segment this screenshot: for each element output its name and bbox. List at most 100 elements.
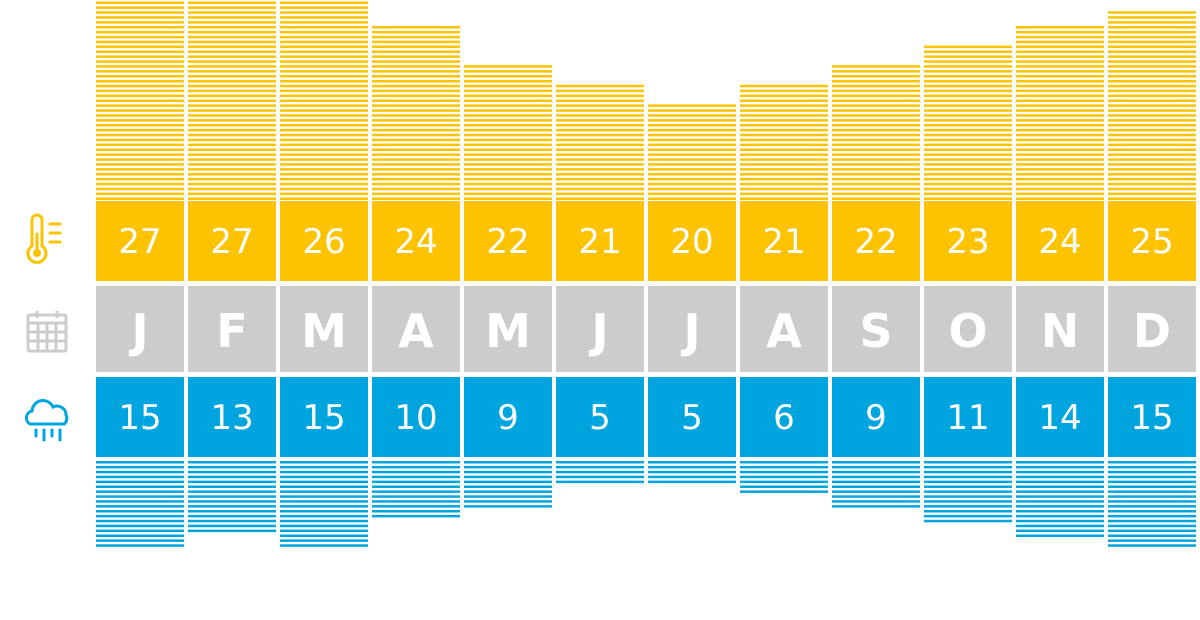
temperature-bar-stripe [188, 84, 276, 88]
temperature-bar-stripe [1108, 26, 1196, 29]
temperature-bar-stripe [1108, 182, 1196, 186]
rain-days-bar-stripe [96, 480, 184, 484]
temperature-bar-stripe [556, 177, 644, 181]
temperature-bar-stripe [924, 70, 1012, 73]
temperature-bar-stripe [96, 128, 184, 132]
temperature-bar-stripe [372, 192, 460, 196]
temperature-cell [96, 201, 184, 281]
rain-days-bar-stripe [96, 514, 184, 518]
temperature-value-label: 24 [1038, 222, 1081, 262]
rain-days-bar-stripe [1108, 529, 1196, 533]
rain-days-bar-stripe [924, 461, 1012, 464]
rain-days-bar-stripe [740, 485, 828, 488]
temperature-bar-stripe [96, 45, 184, 49]
temperature-bar-stripe [96, 21, 184, 24]
temperature-bar-stripe [280, 128, 368, 132]
temperature-bar-stripe [464, 158, 552, 161]
temperature-bar-stripe [1108, 143, 1196, 147]
rain-days-bar-stripe [924, 480, 1012, 484]
temperature-bar-stripe [280, 21, 368, 24]
temperature-bar-stripe [188, 26, 276, 29]
rain-days-bar-stripe [924, 514, 1012, 518]
rain-days-bar-stripe [648, 461, 736, 464]
temperature-bar-stripe [372, 114, 460, 117]
rain-days-bar-stripe [280, 539, 368, 542]
temperature-bar-stripe [556, 99, 644, 102]
temperature-bar-stripe [648, 153, 736, 156]
rain-days-bar-stripe [832, 495, 920, 498]
temperature-bar-stripe [372, 55, 460, 58]
temperature-bar-stripe [832, 187, 920, 191]
rain-days-bar-stripe [924, 519, 1012, 523]
rain-days-value-label: 10 [394, 398, 437, 438]
temperature-bar-stripe [1108, 70, 1196, 73]
rain-days-bar-stripe [96, 534, 184, 537]
temperature-bar-stripe [188, 138, 276, 142]
rain-days-bar-stripe [924, 475, 1012, 479]
temperature-value-label: 26 [302, 222, 345, 262]
rain-days-bar-stripe [1108, 495, 1196, 498]
temperature-bar-stripe [464, 153, 552, 156]
rain-days-bar-stripe [924, 510, 1012, 513]
temperature-bar-stripe [832, 153, 920, 156]
temperature-bar-stripe [188, 50, 276, 53]
temperature-bar-stripe [1108, 124, 1196, 127]
temperature-bar-stripe [96, 177, 184, 181]
temperature-bar-stripe [832, 197, 920, 200]
temperature-bar-stripe [280, 168, 368, 171]
rain-days-bar-stripe [280, 465, 368, 469]
rain-days-bar-stripe [1108, 514, 1196, 518]
temperature-bar-stripe [924, 119, 1012, 122]
temperature-bar-stripe [556, 138, 644, 142]
temperature-bar-stripe [96, 16, 184, 19]
temperature-bar-stripe [96, 133, 184, 137]
rain-days-bar-stripe [96, 505, 184, 508]
temperature-bar-stripe [372, 119, 460, 122]
temperature-bar-stripe [1016, 197, 1104, 200]
temperature-bar-stripe [96, 94, 184, 98]
rain-days-bar-stripe [372, 485, 460, 488]
rain-days-bar-stripe [464, 475, 552, 479]
temperature-bar-stripe [188, 89, 276, 93]
temperature-bar-stripe [372, 182, 460, 186]
temperature-cell [1108, 201, 1196, 281]
temperature-bar-stripe [96, 143, 184, 147]
temperature-bar-stripe [740, 143, 828, 147]
temperature-bar-stripe [924, 192, 1012, 196]
temperature-bar-stripe [188, 30, 276, 34]
rain-days-bar-stripe [832, 480, 920, 484]
rain-days-bar-stripe [1016, 470, 1104, 474]
rain-days-bar-stripe [648, 480, 736, 484]
temperature-value-label: 22 [486, 222, 529, 262]
month-label: A [766, 304, 802, 358]
rain-days-bar-stripe [832, 470, 920, 474]
rain-days-bar [1108, 461, 1196, 547]
temperature-bar-stripe [556, 153, 644, 156]
temperature-bar-stripe [96, 30, 184, 34]
temperature-bar-stripe [648, 114, 736, 117]
temperature-bar-stripe [188, 143, 276, 147]
temperature-bar-stripe [280, 158, 368, 161]
temperature-bar-stripe [464, 128, 552, 132]
temperature-bar-stripe [1108, 55, 1196, 58]
rain-days-bar-stripe [96, 539, 184, 542]
rain-days-bar-stripe [1016, 514, 1104, 518]
rain-days-bar-stripe [372, 505, 460, 508]
rain-cloud-icon [18, 390, 78, 450]
rain-days-cell [1108, 377, 1196, 457]
rain-days-bar-stripe [1108, 544, 1196, 547]
temperature-bar-stripe [832, 89, 920, 93]
temperature-bar-stripe [280, 192, 368, 196]
temperature-bar-stripe [1016, 26, 1104, 29]
temperature-bar-stripe [740, 84, 828, 88]
temperature-bar-stripe [372, 35, 460, 39]
temperature-bar-stripe [832, 124, 920, 127]
rain-days-bar-stripe [96, 485, 184, 488]
rain-days-bar-stripe [96, 510, 184, 513]
temperature-bar-stripe [740, 114, 828, 117]
temperature-bar-stripe [464, 70, 552, 73]
rain-days-value-label: 9 [865, 398, 887, 438]
temperature-bar-stripe [648, 163, 736, 166]
temperature-bar-stripe [740, 94, 828, 98]
temperature-bar-stripe [188, 119, 276, 122]
